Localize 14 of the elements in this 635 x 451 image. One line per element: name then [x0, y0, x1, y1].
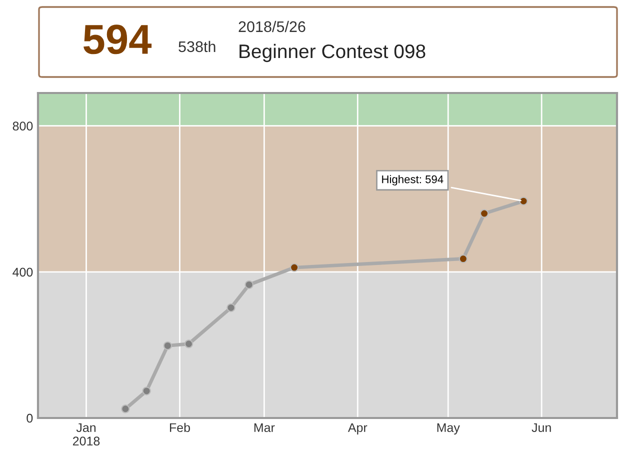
x-tick-label: May	[437, 423, 460, 435]
text: 2018/5/26	[238, 20, 306, 32]
chart-title: Beginner Contest 098	[240, 44, 426, 62]
y-tick-label: 400	[12, 268, 33, 277]
x-tick-label: Jun	[532, 423, 551, 432]
x-tick-label: Apr	[348, 423, 368, 435]
text: 594	[84, 24, 152, 54]
x-tick-label: Mar	[254, 423, 275, 432]
y-tick-label: 800	[12, 122, 33, 131]
x-tick-label: Jan 2018	[72, 423, 100, 446]
annotation: Highest: 594	[382, 175, 444, 186]
y-tick-label: 0	[26, 414, 33, 423]
text: 538th	[178, 40, 216, 52]
x-tick-label: Feb	[170, 422, 190, 432]
